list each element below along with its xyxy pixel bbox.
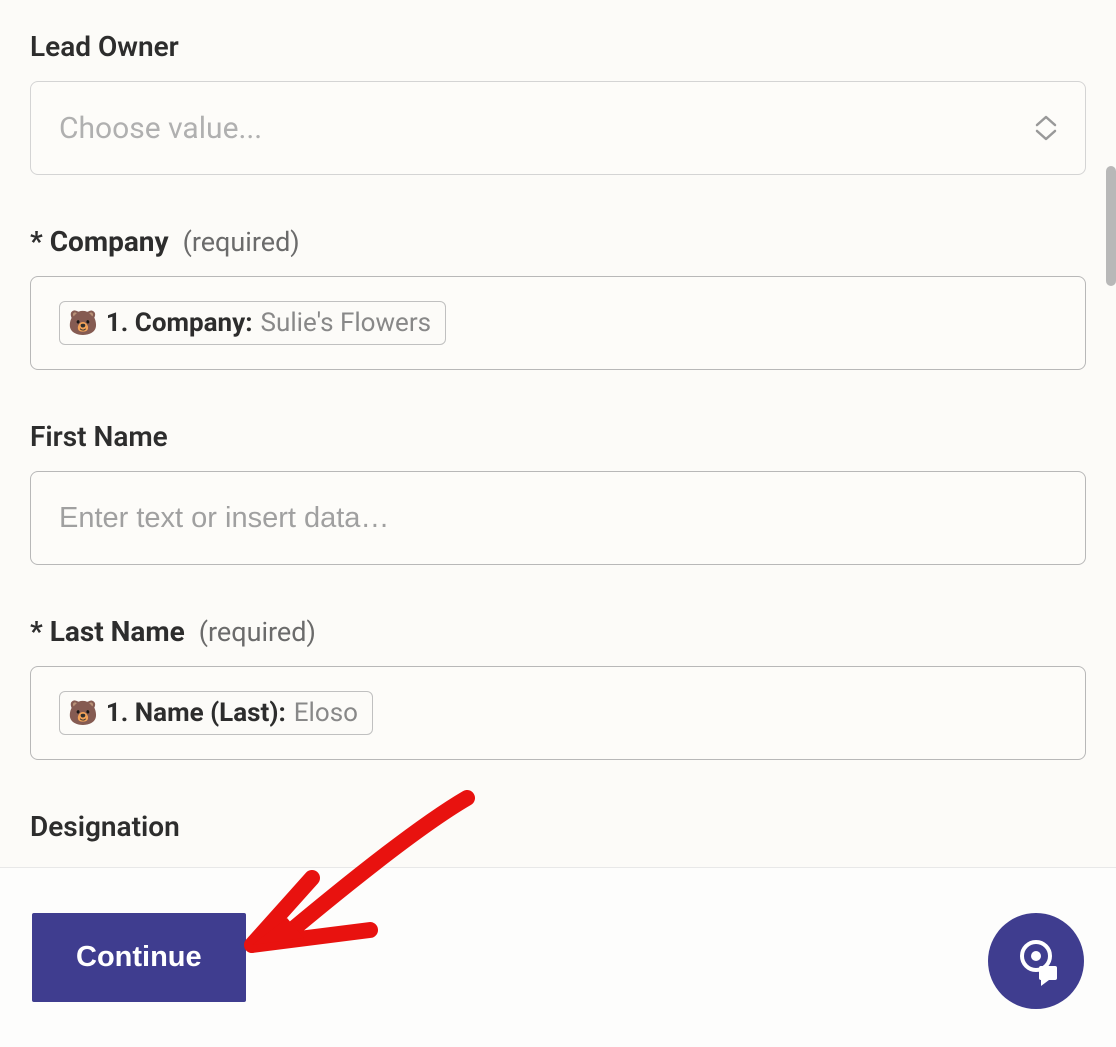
company-token[interactable]: 🐻 1. Company: Sulie's Flowers: [59, 301, 446, 345]
first-name-label-text: First Name: [30, 420, 168, 453]
scrollbar-track: [1104, 0, 1116, 870]
field-company: * Company (required) 🐻 1. Company: Sulie…: [30, 225, 1086, 370]
designation-label: Designation: [30, 810, 1086, 843]
bear-icon: 🐻: [68, 701, 98, 725]
last-name-required-star: * Last Name: [30, 615, 185, 648]
last-name-input[interactable]: 🐻 1. Name (Last): Eloso: [30, 666, 1086, 760]
lead-owner-dropdown[interactable]: Choose value...: [30, 81, 1086, 175]
company-label: * Company (required): [30, 225, 1086, 258]
first-name-input[interactable]: [30, 471, 1086, 565]
company-required-star: * Company: [30, 225, 169, 258]
company-input[interactable]: 🐻 1. Company: Sulie's Flowers: [30, 276, 1086, 370]
bear-icon: 🐻: [68, 311, 98, 335]
field-first-name: First Name: [30, 420, 1086, 565]
last-name-token-value: Eloso: [294, 698, 358, 728]
help-fab-button[interactable]: [988, 913, 1084, 1009]
scrollbar-thumb[interactable]: [1106, 166, 1116, 286]
form-container: Lead Owner Choose value... * Company (re…: [0, 0, 1116, 843]
continue-button[interactable]: Continue: [32, 913, 246, 1002]
chevron-updown-icon: [1035, 115, 1057, 141]
lead-owner-label-text: Lead Owner: [30, 30, 179, 63]
last-name-label: * Last Name (required): [30, 615, 1086, 648]
lead-owner-label: Lead Owner: [30, 30, 1086, 63]
field-designation: Designation: [30, 810, 1086, 843]
designation-label-text: Designation: [30, 810, 180, 843]
company-required-text: (required): [183, 226, 300, 258]
help-icon: [1009, 934, 1063, 988]
first-name-label: First Name: [30, 420, 1086, 453]
company-token-key: 1. Company:: [106, 308, 253, 338]
field-lead-owner: Lead Owner Choose value...: [30, 30, 1086, 175]
last-name-token-key: 1. Name (Last):: [106, 698, 286, 728]
lead-owner-placeholder: Choose value...: [59, 111, 262, 146]
field-last-name: * Last Name (required) 🐻 1. Name (Last):…: [30, 615, 1086, 760]
last-name-required-text: (required): [199, 616, 316, 648]
last-name-token[interactable]: 🐻 1. Name (Last): Eloso: [59, 691, 373, 735]
bottom-bar: Continue: [0, 867, 1116, 1047]
company-token-value: Sulie's Flowers: [261, 308, 432, 338]
